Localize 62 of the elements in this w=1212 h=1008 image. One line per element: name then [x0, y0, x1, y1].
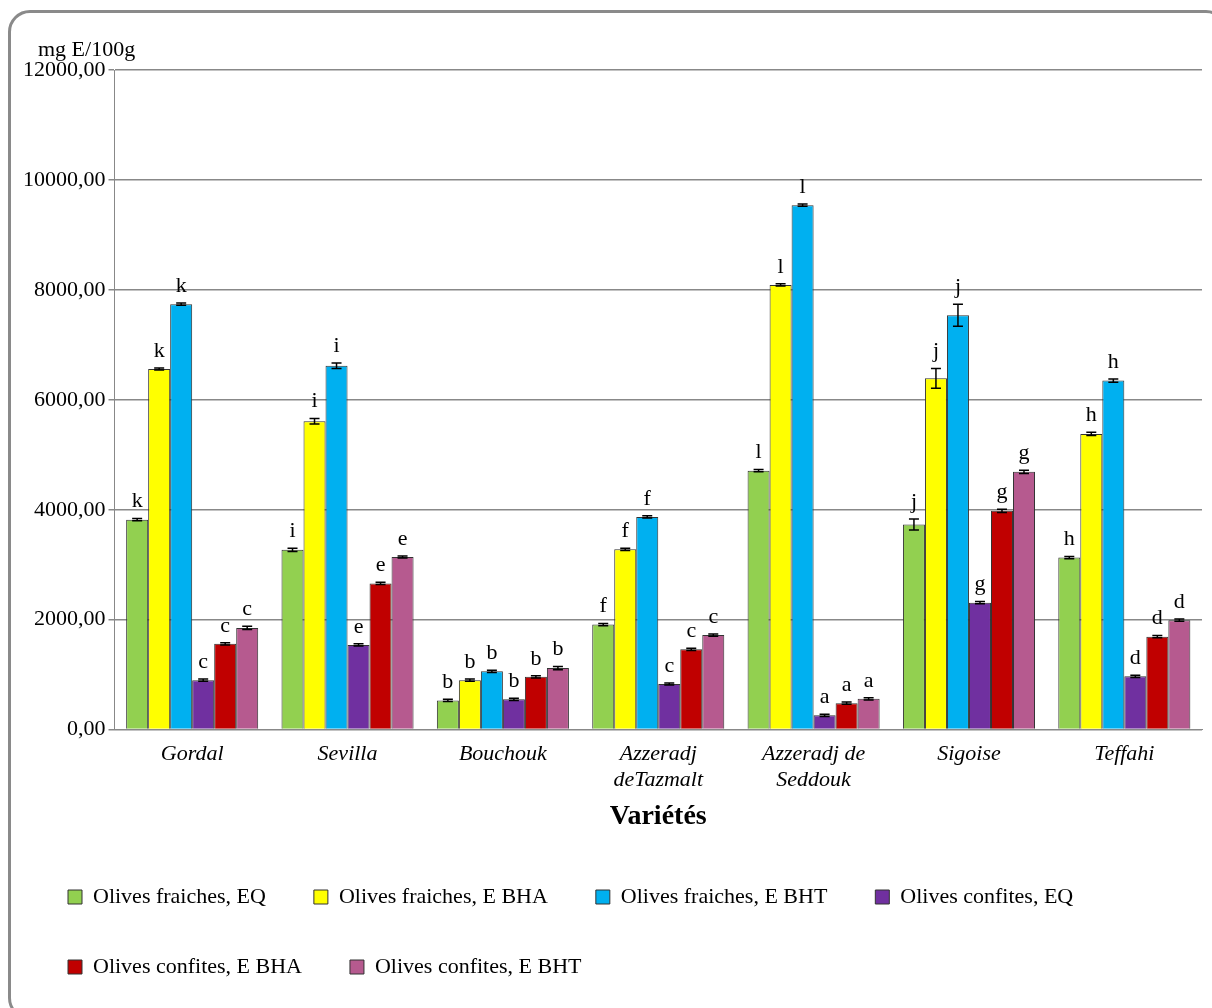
data-label: h [1085, 401, 1097, 427]
x-tick-label: Teffahi [1094, 739, 1155, 765]
x-tick-label: Gordal [160, 739, 224, 765]
data-label: c [198, 647, 209, 673]
data-label: k [153, 336, 165, 362]
legend-label: Olives confites, E BHA [93, 952, 303, 978]
data-label: i [311, 387, 318, 413]
data-label: a [863, 666, 874, 692]
data-label: b [552, 635, 564, 661]
data-label: g [996, 477, 1008, 503]
data-label: a [841, 670, 852, 696]
legend-label: Olives fraiches, E BHT [620, 882, 828, 908]
data-label: f [599, 592, 608, 618]
data-label: g [1018, 438, 1030, 464]
data-label: a [819, 682, 830, 708]
data-label: j [909, 487, 917, 513]
legend-label: Olives confites, E BHT [374, 952, 583, 978]
data-label: l [799, 172, 806, 198]
data-label: j [931, 337, 940, 363]
data-label: e [397, 524, 408, 550]
data-label: l [755, 438, 762, 464]
data-label: d [1129, 643, 1141, 669]
y-tick-label: 10000,00 [23, 165, 106, 191]
data-label: e [353, 612, 364, 638]
y-tick-label: 2000,00 [34, 605, 106, 631]
x-tick-label: Sigoise [937, 739, 1001, 765]
data-label: e [375, 551, 386, 577]
x-tick-label: Azzeradj de Seddouk [759, 739, 866, 791]
x-tick-label: Azzeradj deTazmalt [613, 739, 704, 791]
x-tick-label: Bouchouk [458, 739, 549, 765]
data-label: k [131, 487, 143, 513]
data-label: d [1151, 604, 1163, 630]
data-label: b [442, 668, 454, 694]
legend-label: Olives fraiches, E BHA [338, 882, 548, 908]
data-label: g [974, 570, 986, 596]
x-tick-label: Sevilla [317, 739, 378, 765]
y-tick-label: 6000,00 [34, 385, 106, 411]
y-tick-label: 0,00 [67, 715, 106, 741]
y-tick-label: 8000,00 [34, 275, 106, 301]
data-label: b [530, 644, 542, 670]
data-label: c [686, 617, 697, 643]
data-label: d [1173, 587, 1185, 613]
y-tick-label: 4000,00 [34, 495, 106, 521]
data-label: h [1107, 347, 1119, 373]
legend-label: Olives fraiches, EQ [93, 882, 266, 908]
data-label: k [175, 271, 187, 297]
data-label: c [708, 602, 719, 628]
data-label: f [621, 516, 630, 542]
data-label: h [1063, 525, 1075, 551]
data-label: c [664, 651, 675, 677]
data-label: f [643, 484, 652, 510]
data-label: i [333, 331, 340, 357]
legend-label: Olives confites, EQ [900, 882, 1074, 908]
data-label: b [508, 667, 520, 693]
data-label: j [953, 272, 962, 298]
x-axis-title: Variétés [609, 799, 707, 831]
data-label: b [486, 639, 498, 665]
data-label: c [242, 595, 253, 621]
data-label: i [289, 516, 296, 542]
data-label: b [464, 647, 476, 673]
data-label: l [777, 252, 784, 278]
data-label: c [220, 611, 231, 637]
